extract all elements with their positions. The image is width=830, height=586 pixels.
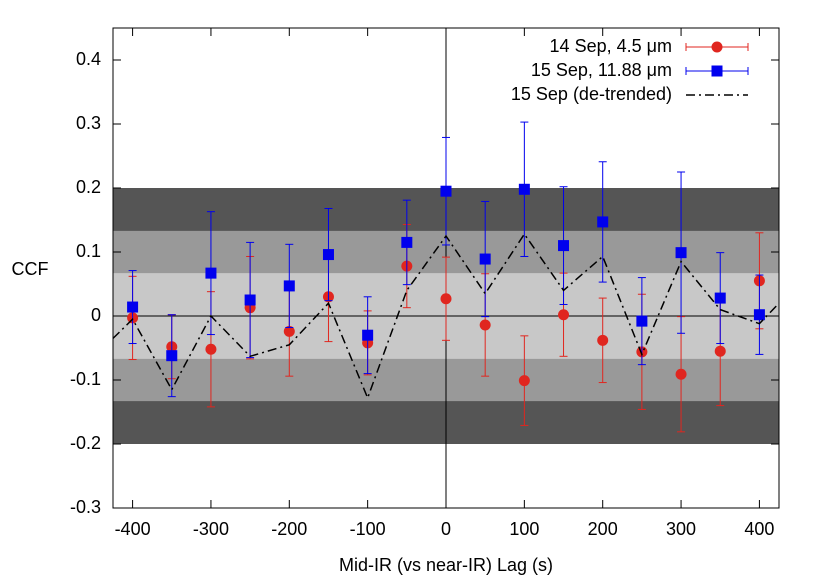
x-axis-label: Mid-IR (vs near-IR) Lag (s) bbox=[339, 555, 553, 575]
x-tick-label: -100 bbox=[350, 519, 386, 539]
data-point bbox=[322, 249, 334, 261]
legend-label: 15 Sep, 11.88 μm bbox=[531, 60, 672, 80]
y-tick-label: 0.1 bbox=[76, 241, 101, 261]
data-point bbox=[675, 368, 687, 380]
data-point bbox=[636, 315, 648, 327]
x-tick-label: 100 bbox=[509, 519, 539, 539]
data-point bbox=[518, 183, 530, 195]
data-point bbox=[440, 185, 452, 197]
data-point bbox=[440, 293, 452, 305]
data-point bbox=[244, 294, 256, 306]
data-point bbox=[166, 350, 178, 362]
x-tick-label: 400 bbox=[744, 519, 774, 539]
x-tick-label: -200 bbox=[271, 519, 307, 539]
y-tick-label: 0.3 bbox=[76, 113, 101, 133]
frame bbox=[112, 27, 780, 509]
line bbox=[112, 232, 780, 400]
data-point bbox=[753, 309, 765, 321]
x-tick-label: -300 bbox=[193, 519, 229, 539]
y-tick-label: -0.1 bbox=[70, 369, 101, 389]
data-point bbox=[205, 267, 217, 279]
data-point bbox=[362, 329, 374, 341]
x-tick-label: -400 bbox=[115, 519, 151, 539]
y-tick-label: -0.3 bbox=[70, 497, 101, 517]
y-axis-label: CCF bbox=[12, 259, 49, 279]
data-point bbox=[558, 240, 570, 252]
data-point bbox=[401, 236, 413, 248]
data-point bbox=[127, 301, 139, 313]
data-point bbox=[283, 325, 295, 337]
y-tick-label: 0 bbox=[91, 305, 101, 325]
legend-marker bbox=[711, 65, 723, 77]
data-point bbox=[283, 280, 295, 292]
data-point bbox=[675, 247, 687, 259]
legend-marker bbox=[711, 41, 723, 53]
data-point bbox=[558, 309, 570, 321]
x-tick-label: 200 bbox=[588, 519, 618, 539]
data-point bbox=[597, 216, 609, 228]
x-tick-label: 300 bbox=[666, 519, 696, 539]
legend-label: 15 Sep (de-trended) bbox=[511, 84, 672, 104]
data-point bbox=[518, 375, 530, 387]
data-point bbox=[479, 319, 491, 331]
data-point bbox=[205, 343, 217, 355]
y-tick-label: -0.2 bbox=[70, 433, 101, 453]
data-point bbox=[479, 253, 491, 265]
y-tick-label: 0.4 bbox=[76, 49, 101, 69]
legend-label: 14 Sep, 4.5 μm bbox=[550, 36, 672, 56]
x-tick-label: 0 bbox=[441, 519, 451, 539]
data-point bbox=[597, 334, 609, 346]
data-point bbox=[714, 292, 726, 304]
data-point bbox=[714, 345, 726, 357]
y-tick-label: 0.2 bbox=[76, 177, 101, 197]
